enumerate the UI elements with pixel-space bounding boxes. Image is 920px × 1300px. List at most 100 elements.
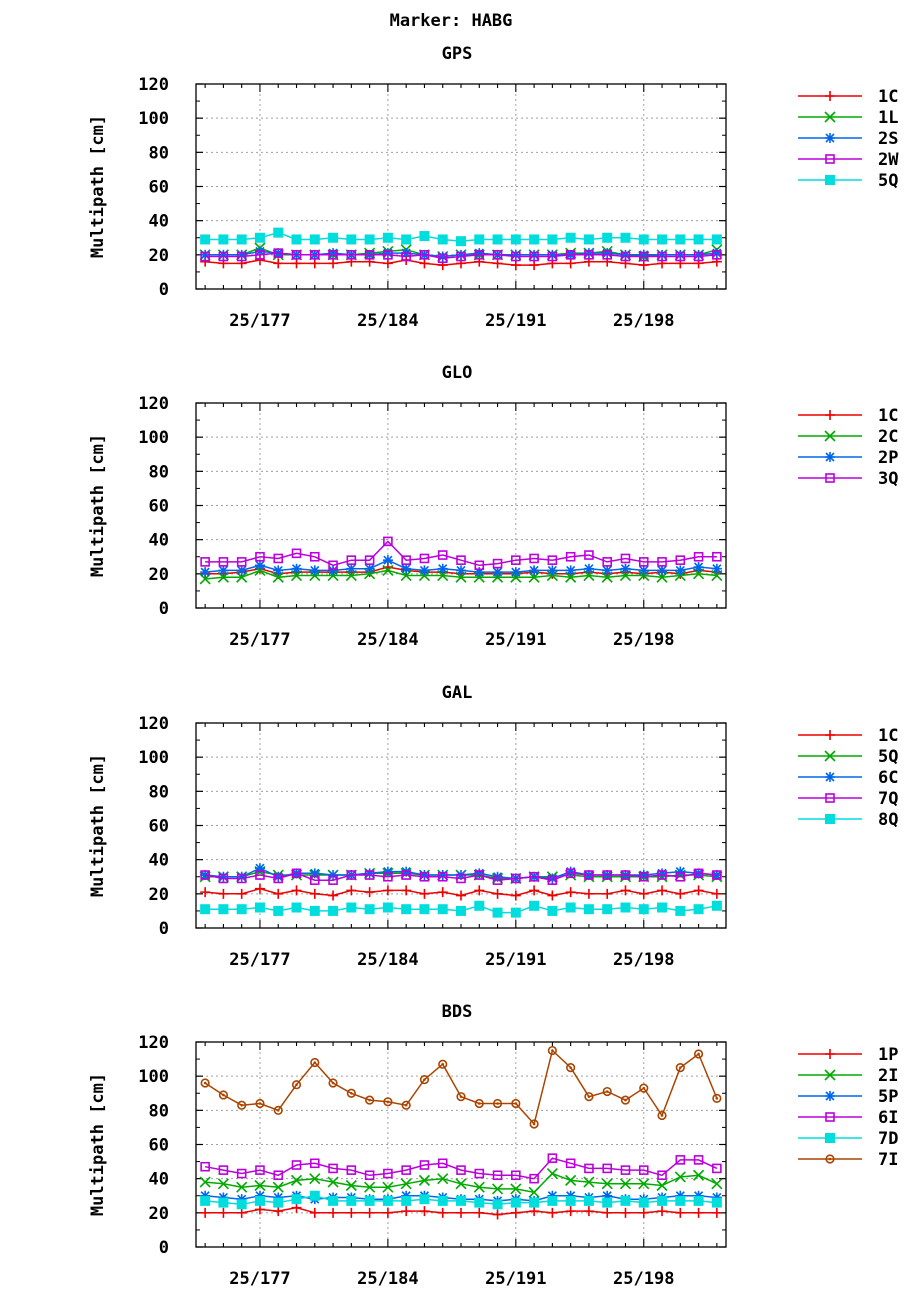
data-point-8Q [401, 904, 412, 915]
data-point-2W [492, 250, 503, 260]
plot-area-bds: 0 20 40 60 80 100 120 25/177 25/184 25/191 25/198 [138, 1033, 727, 1289]
data-point-6I [474, 1168, 485, 1179]
data-point-2P [529, 565, 540, 576]
data-point-2I [674, 1171, 686, 1183]
data-point-7D [711, 1197, 722, 1208]
data-point-2P [273, 565, 284, 576]
data-point-7I [639, 1083, 649, 1093]
series-6I [200, 1153, 722, 1184]
data-point-2S [437, 251, 448, 262]
data-point-7Q [657, 870, 667, 880]
series-2I [199, 1167, 723, 1198]
legend-label: 3Q [878, 469, 898, 489]
data-point-8Q [456, 905, 466, 916]
data-point-2I [583, 1176, 595, 1188]
y-tick-label: 20 [149, 565, 169, 585]
series-5Q [200, 227, 722, 247]
data-point-5Q [364, 234, 375, 245]
data-point-2W [200, 251, 210, 262]
data-point-2W [547, 251, 558, 262]
data-point-6C [328, 870, 339, 881]
data-point-8Q [474, 900, 485, 911]
data-point-7Q [200, 870, 210, 880]
series-line-6I [204, 1157, 718, 1180]
data-point-7Q [638, 871, 649, 882]
data-point-3Q [419, 553, 430, 564]
data-point-1P [401, 1206, 412, 1217]
data-point-2I [236, 1181, 248, 1193]
y-tick-label: 80 [149, 1101, 169, 1121]
legend-marker [825, 175, 835, 185]
data-point-6I [675, 1155, 686, 1165]
data-point-2I [217, 1178, 229, 1190]
data-point-3Q [364, 555, 375, 565]
data-point-3Q [657, 557, 667, 567]
data-point-5Q [510, 234, 521, 245]
data-point-7I [712, 1093, 722, 1103]
data-point-6I [638, 1165, 649, 1175]
data-point-2I [400, 1178, 412, 1190]
data-point-5P [565, 1190, 576, 1201]
y-tick-label: 40 [149, 1170, 169, 1190]
data-point-2I [455, 1178, 467, 1190]
data-point-3Q [638, 557, 649, 567]
data-point-2S [602, 248, 613, 259]
data-point-1C [583, 888, 594, 899]
data-point-1P [547, 1207, 558, 1218]
data-point-1C [565, 258, 576, 269]
legend-label: 2P [878, 448, 898, 468]
y-axis-label-bds: Multipath [cm] [88, 1073, 108, 1216]
data-point-1P [529, 1206, 540, 1217]
data-point-5Q [583, 234, 594, 245]
data-point-8Q [547, 905, 558, 916]
data-point-2W [309, 250, 320, 260]
data-point-1C [218, 888, 229, 899]
data-point-1C [711, 888, 722, 899]
data-point-6I [657, 1170, 667, 1181]
x-tick-label: 25/177 [229, 311, 290, 331]
y-tick-label: 120 [138, 394, 169, 414]
data-point-1C [346, 885, 357, 896]
data-point-1P [309, 1207, 320, 1218]
data-point-7I [675, 1063, 685, 1073]
y-tick-label: 60 [149, 1136, 169, 1156]
data-point-7D [565, 1195, 576, 1206]
data-point-7D [309, 1190, 320, 1201]
data-point-2I [693, 1169, 705, 1181]
data-point-2C [418, 569, 431, 582]
data-point-2P [328, 565, 339, 576]
data-point-6I [565, 1158, 576, 1169]
data-point-2C [254, 564, 266, 576]
legend-marker [825, 133, 835, 143]
data-point-5P [675, 1190, 686, 1201]
data-point-1P [218, 1207, 229, 1218]
y-tick-label: 100 [138, 1067, 169, 1087]
data-point-8Q [218, 904, 229, 915]
legend-entry-2S: 2S [798, 129, 898, 149]
legend-marker [825, 452, 835, 462]
legend-marker [825, 772, 835, 782]
data-point-7D [583, 1195, 594, 1206]
data-point-7D [675, 1195, 686, 1206]
chart-panel-bds: BDS Multipath [cm] 0 20 40 60 80 100 120 25/177… [88, 1002, 898, 1289]
y-tick-label: 20 [149, 246, 169, 266]
data-point-2I [272, 1181, 284, 1193]
data-point-7D [474, 1197, 485, 1208]
data-point-8Q [638, 904, 649, 915]
legend-entry-1C: 1C [798, 406, 898, 426]
series-7Q [200, 868, 722, 885]
series-line-7Q [204, 872, 717, 881]
data-point-7Q [328, 875, 338, 885]
legend-label: 2I [878, 1066, 898, 1086]
data-point-2I [638, 1178, 650, 1190]
legend-entry-2P: 2P [798, 448, 898, 468]
data-point-8Q [309, 905, 320, 916]
data-point-2I [290, 1174, 303, 1186]
data-point-2I [601, 1178, 613, 1190]
data-point-1C [309, 258, 320, 269]
data-point-5P [711, 1192, 722, 1203]
data-point-5Q [547, 234, 558, 245]
data-point-5Q [273, 227, 284, 238]
